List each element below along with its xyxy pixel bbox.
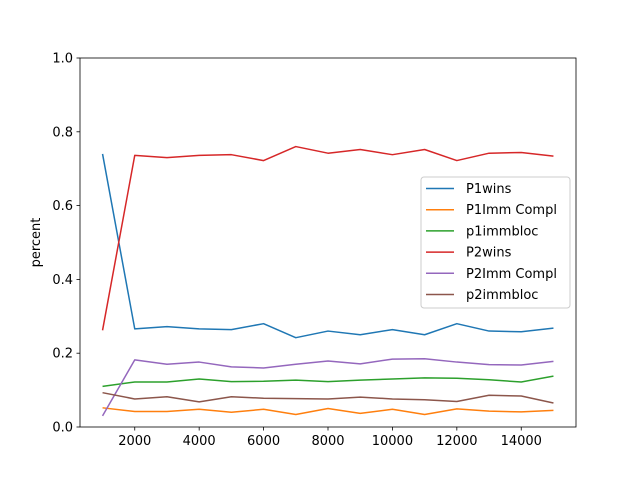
series-line-p1immbloc [102, 375, 554, 388]
x-tick-label: 10000 [372, 434, 413, 449]
legend-frame [420, 176, 571, 309]
x-tick-label: 14000 [501, 434, 542, 449]
x-tick-label: 6000 [247, 434, 280, 449]
legend-label-p1immbloc: p1immbloc [466, 224, 538, 239]
y-tick-label: 0.8 [52, 125, 73, 140]
y-axis-label: percent [29, 218, 44, 268]
series-line-p1imm-compl [102, 407, 554, 416]
x-axis: 2000 4000 6000 8000 10000 12000 14000 [118, 427, 542, 449]
y-tick-label: 0.4 [52, 273, 73, 288]
legend-label-p2wins: P2wins [466, 246, 512, 261]
series-line-p2imm-compl [101, 357, 554, 417]
y-tick-label: 0.6 [52, 199, 73, 214]
x-tick-label: 12000 [436, 434, 477, 449]
series-group [101, 145, 554, 417]
x-tick-label: 2000 [118, 434, 151, 449]
legend-label-p1imm-compl: P1Imm Compl [466, 203, 557, 218]
series-line-p1wins [101, 153, 554, 339]
y-axis: 0.0 0.2 0.4 0.6 0.8 1.0 [52, 52, 80, 436]
series-line-p2wins [101, 145, 554, 331]
y-tick-label: 0.2 [52, 347, 73, 362]
legend-label-p2imm-compl: P2Imm Compl [466, 267, 557, 282]
legend: P1wins P1Imm Compl p1immbloc P2wins P2Imm Co… [420, 176, 571, 309]
y-tick-label: 1.0 [52, 52, 73, 67]
legend-label-p2immbloc: p2immbloc [466, 288, 538, 303]
x-tick-label: 8000 [311, 434, 344, 449]
series-line-p2immbloc [102, 391, 554, 404]
legend-label-p1wins: P1wins [466, 182, 512, 197]
y-tick-label: 0.0 [52, 421, 73, 436]
x-tick-label: 4000 [183, 434, 216, 449]
